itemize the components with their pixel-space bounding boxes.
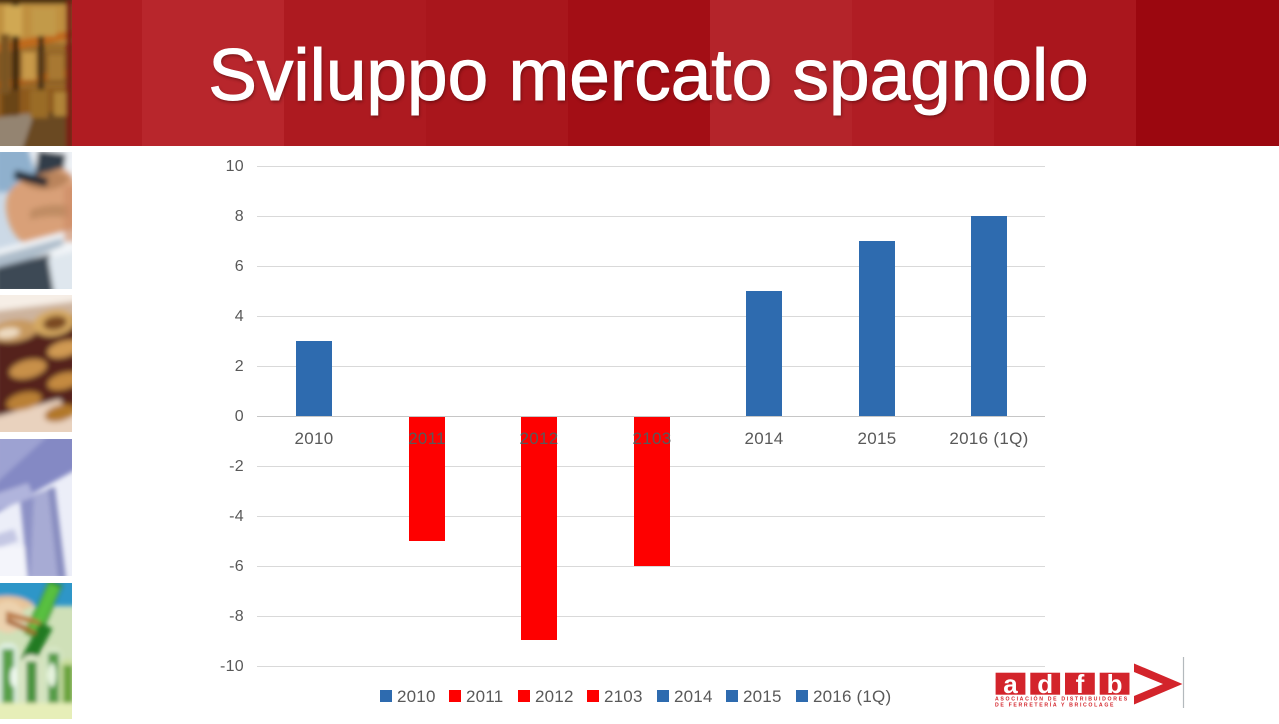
svg-text:d: d <box>1037 669 1053 699</box>
svg-text:DE FERRETERÍA Y BRICOLAGE: DE FERRETERÍA Y BRICOLAGE <box>995 701 1115 709</box>
svg-text:ASOCIACIÓN DE DISTRIBUIDORES: ASOCIACIÓN DE DISTRIBUIDORES <box>995 695 1129 703</box>
svg-text:f: f <box>1076 669 1085 699</box>
svg-text:a: a <box>1003 669 1018 699</box>
svg-text:b: b <box>1107 669 1123 699</box>
